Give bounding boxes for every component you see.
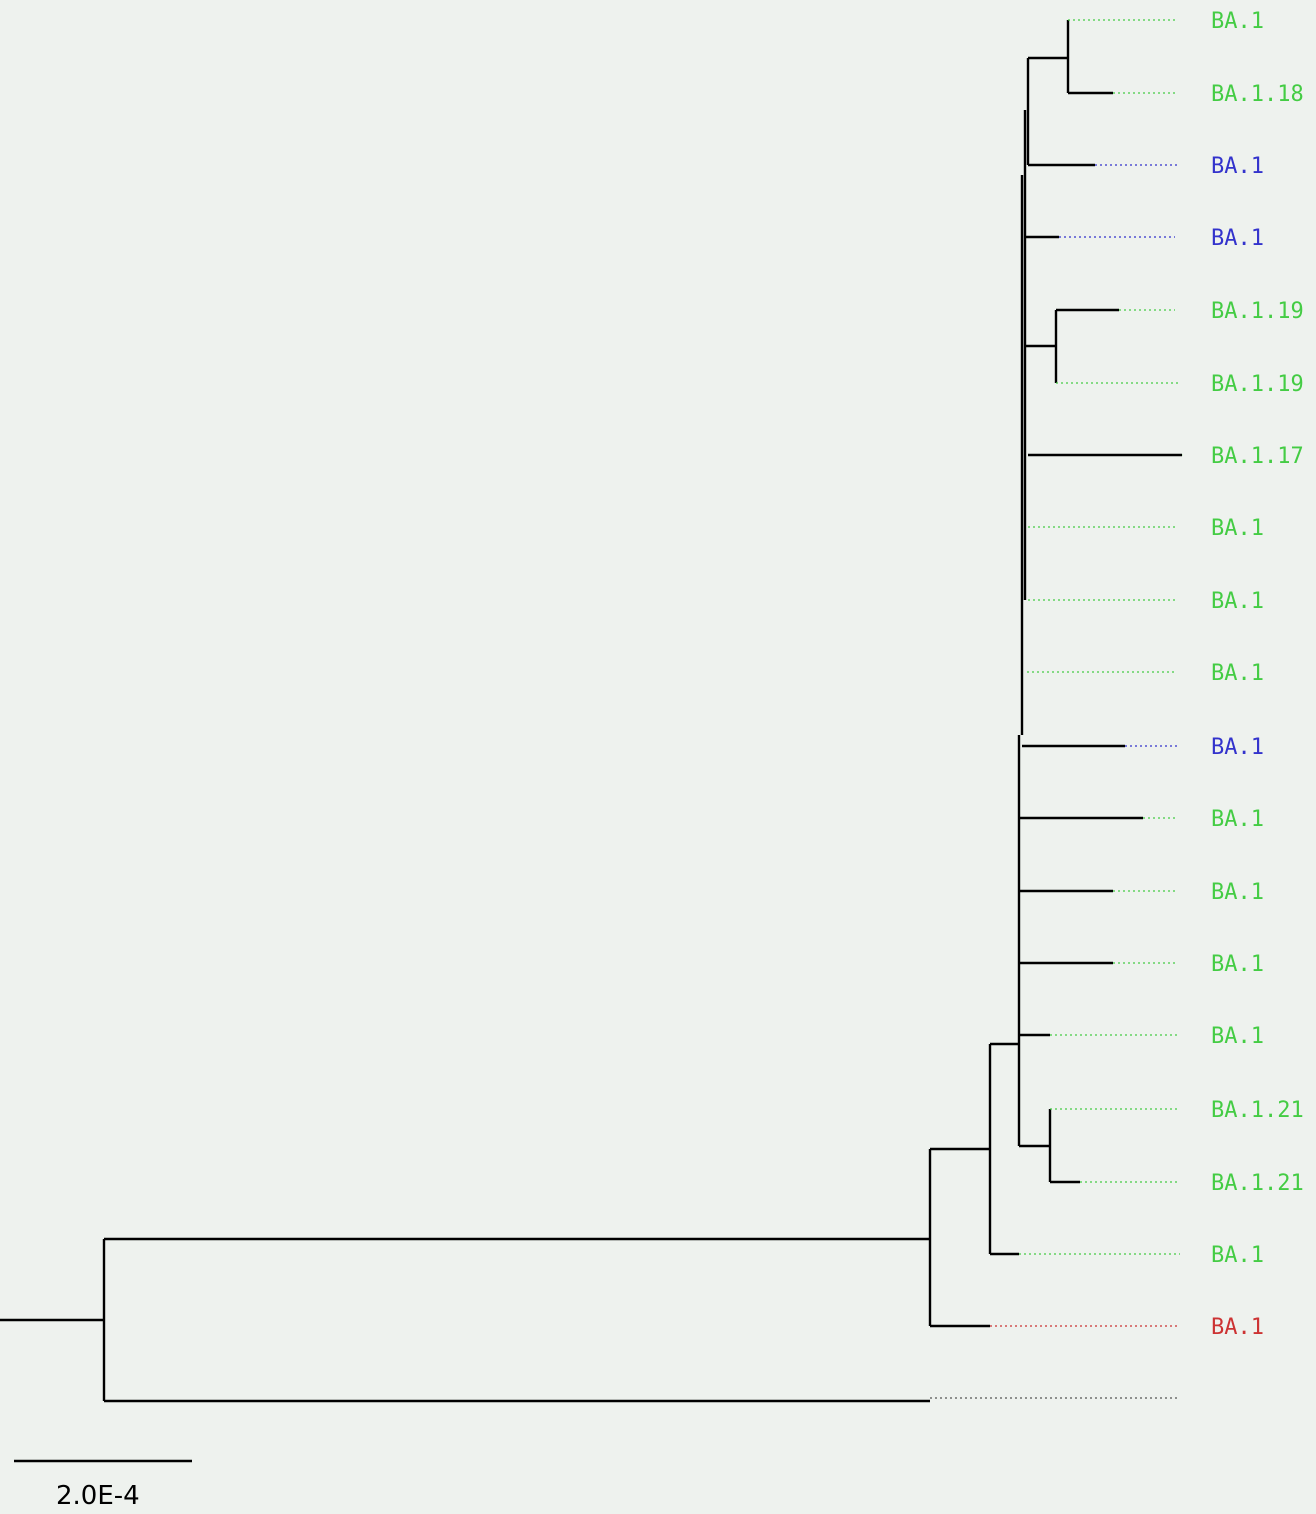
leaf-label: BA.1 — [1211, 735, 1264, 760]
scale-bar-group: 2.0E-4 — [14, 1459, 192, 1511]
leaf-label: BA.1 — [1211, 661, 1264, 686]
leaf-label: BA.1 — [1211, 880, 1264, 905]
leaf-label: BA.1 — [1211, 1315, 1264, 1340]
leaf-label: BA.1.19 — [1211, 372, 1304, 397]
leaf-label: BA.1.17 — [1211, 444, 1304, 469]
leaf-label: BA.1 — [1211, 1243, 1264, 1268]
leaf-label: BA.1 — [1211, 807, 1264, 832]
leaf-label: BA.1 — [1211, 154, 1264, 179]
leaf-label: BA.1 — [1211, 9, 1264, 34]
scale-bar-label: 2.0E-4 — [56, 1481, 140, 1511]
leaf-label: BA.1.21 — [1211, 1171, 1304, 1196]
leaf-label: BA.1 — [1211, 226, 1264, 251]
leaf-label: BA.1 — [1211, 516, 1264, 541]
leaf-label: BA.1.18 — [1211, 82, 1304, 107]
leaf-label: BA.1 — [1211, 1024, 1264, 1049]
leaf-label: BA.1 — [1211, 589, 1264, 614]
tree-leaf-labels: BA.1 BA.1.18 BA.1 BA.1 BA.1.19 BA.1.19 BA.1.17… — [1211, 9, 1304, 1340]
tree-leader-lines — [930, 19, 1180, 1399]
leaf-label: BA.1.21 — [1211, 1098, 1304, 1123]
leaf-label: BA.1 — [1211, 952, 1264, 977]
tree-branches — [0, 20, 1182, 1403]
leaf-label: BA.1.19 — [1211, 299, 1304, 324]
